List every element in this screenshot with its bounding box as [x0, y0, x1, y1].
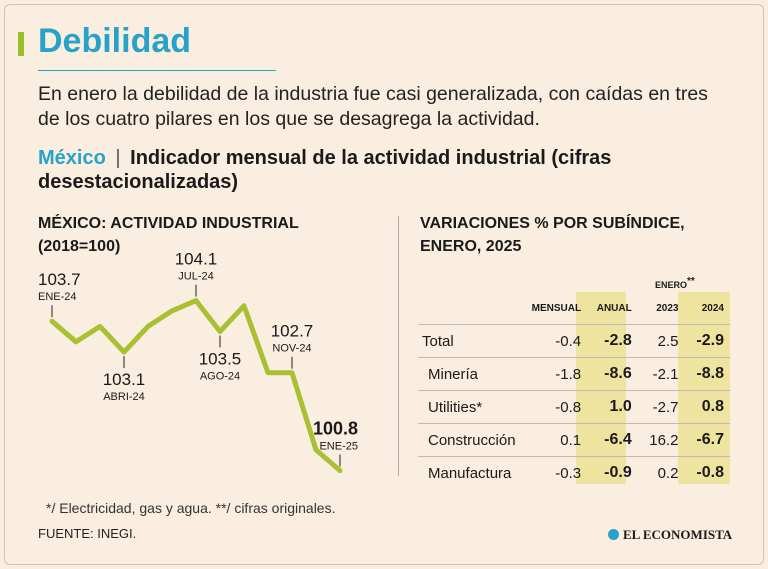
- title-accent-bar: [18, 32, 24, 56]
- table-row: Construcción 0.1 -6.4 16.2 -6.7: [418, 423, 730, 457]
- brand-icon: [608, 529, 619, 540]
- intro-text: En enero la debilidad de la industria fu…: [38, 83, 708, 130]
- data-point: [74, 339, 78, 344]
- cell-2023: -2.7: [637, 390, 685, 424]
- data-point: [290, 370, 294, 375]
- cell-2024: -8.8: [684, 357, 730, 391]
- annotation-value: 103.7: [38, 270, 81, 289]
- header-mensual: MENSUAL: [531, 302, 582, 314]
- data-point: [266, 370, 270, 375]
- annotation-date: JUL-24: [178, 271, 213, 283]
- data-point: [242, 303, 246, 308]
- cell-2023: 16.2: [637, 423, 685, 457]
- data-point: [146, 324, 150, 329]
- cell-anual: -0.9: [587, 456, 638, 489]
- header-anual: ANUAL: [596, 302, 632, 314]
- subtitle-separator: |: [115, 147, 121, 169]
- page-title: Debilidad: [38, 22, 192, 60]
- data-point: [338, 468, 342, 473]
- header-label-cell: [418, 292, 526, 325]
- cell-anual: -2.8: [587, 324, 638, 358]
- table-title: VARIACIONES % POR SUBÍNDICE, ENERO, 2025: [420, 215, 685, 255]
- table-row: Total -0.4 -2.8 2.5 -2.9: [418, 324, 730, 358]
- annotation-date: ENE-24: [38, 291, 77, 303]
- subtitle-country: México: [38, 147, 106, 169]
- annotation-value: 103.5: [199, 350, 242, 369]
- table-header-row: MENSUAL ANUAL 2023 2024: [418, 292, 730, 325]
- cell-anual: -8.6: [587, 357, 638, 391]
- cell-mensual: 0.1: [525, 423, 588, 457]
- annotation-value: 103.1: [103, 370, 146, 389]
- data-point: [98, 324, 102, 329]
- variations-table: MENSUAL ANUAL 2023 2024 Total -0.4 -2.8 …: [418, 292, 730, 489]
- row-label-total: Total: [418, 324, 526, 358]
- enero-group-text: ENERO: [655, 280, 688, 290]
- subtitle-text: Indicador mensual de la actividad indust…: [38, 147, 612, 193]
- line-chart: 103.7 ENE-24 103.1 ABRI-24 104.1 JUL-24 103.5 A…: [38, 250, 358, 474]
- cell-2024: -6.7: [684, 423, 730, 457]
- cell-anual: 1.0: [587, 390, 638, 424]
- enero-group-label: ENERO**: [655, 276, 695, 290]
- annotation-value: 102.7: [271, 322, 314, 341]
- annotation-value: 104.1: [175, 250, 218, 269]
- cell-mensual: -0.8: [525, 390, 588, 424]
- data-point: [218, 329, 222, 334]
- annotation-value: 100.8: [313, 419, 358, 439]
- cell-2024: -2.9: [684, 324, 730, 358]
- header-2024: 2024: [701, 302, 724, 314]
- data-point: [314, 447, 318, 452]
- cell-2023: 0.2: [637, 456, 685, 489]
- graphic-frame: [4, 4, 764, 565]
- annotation-date: ABRI-24: [103, 391, 145, 403]
- row-label-construccion: Construcción: [418, 423, 526, 457]
- row-label-mineria: Minería: [418, 357, 526, 391]
- annotation-date: ENE-25: [319, 441, 358, 453]
- cell-2023: 2.5: [637, 324, 685, 358]
- table-row: Utilities* -0.8 1.0 -2.7 0.8: [418, 390, 730, 424]
- table-row: Minería -1.8 -8.6 -2.1 -8.8: [418, 357, 730, 391]
- enero-group-mark: **: [687, 276, 695, 287]
- cell-2023: -2.1: [637, 357, 685, 391]
- cell-mensual: -1.8: [525, 357, 588, 391]
- brand-name: EL ECONOMISTA: [623, 527, 733, 542]
- data-point: [194, 298, 198, 303]
- header-2023: 2023: [656, 302, 679, 314]
- line-chart-title: MÉXICO: ACTIVIDAD INDUSTRIAL (2018=100): [38, 215, 299, 255]
- row-label-manufactura: Manufactura: [418, 456, 526, 489]
- title-underline: [38, 70, 276, 71]
- brand-logo: EL ECONOMISTA: [608, 527, 732, 543]
- annotation-date: NOV-24: [272, 343, 311, 355]
- data-point: [170, 308, 174, 313]
- footnote: */ Electricidad, gas y agua. **/ cifras …: [46, 500, 336, 516]
- cell-anual: -6.4: [587, 423, 638, 457]
- cell-2024: -0.8: [684, 456, 730, 489]
- chart-subtitle: México | Indicador mensual de la activid…: [38, 146, 738, 194]
- data-point: [122, 350, 126, 355]
- section-divider: [398, 216, 399, 476]
- cell-2024: 0.8: [684, 390, 730, 424]
- cell-mensual: -0.4: [525, 324, 588, 358]
- annotation-date: AGO-24: [200, 371, 240, 383]
- cell-mensual: -0.3: [525, 456, 588, 489]
- table-row: Manufactura -0.3 -0.9 0.2 -0.8: [418, 456, 730, 489]
- source-note: FUENTE: INEGI.: [38, 526, 137, 541]
- row-label-utilities: Utilities*: [418, 390, 526, 424]
- data-point: [50, 319, 54, 324]
